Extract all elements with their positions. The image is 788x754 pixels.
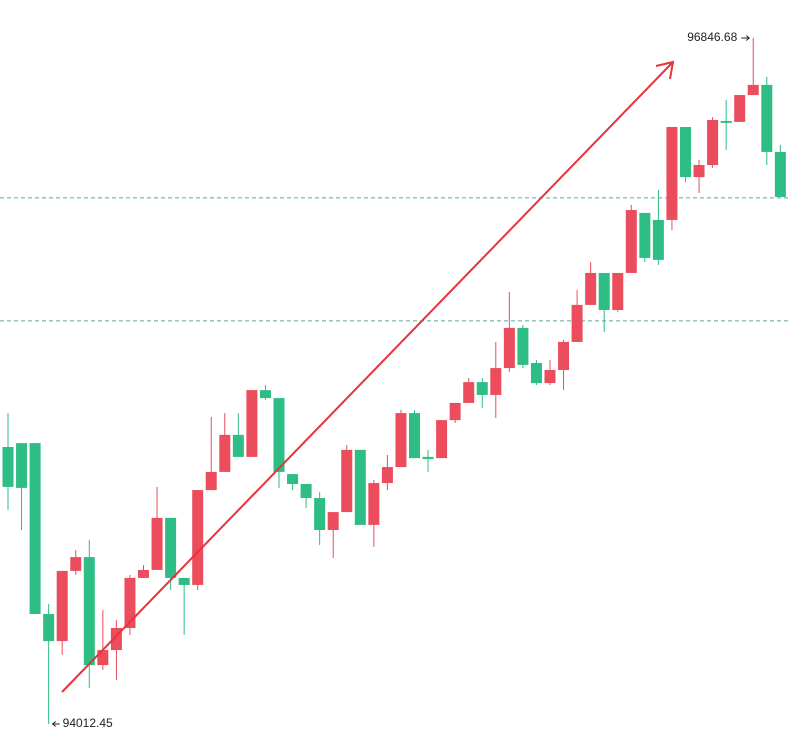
min-pointer-head	[51, 721, 56, 727]
candle-body	[138, 569, 149, 578]
candle-body	[56, 570, 68, 642]
candle-body	[246, 390, 258, 457]
candle-body	[707, 119, 719, 166]
candle-body	[29, 443, 41, 614]
candle-body	[476, 382, 488, 395]
candle-body	[693, 165, 705, 178]
candle-body	[585, 272, 597, 305]
candle-body	[436, 420, 448, 459]
candle-body	[625, 210, 637, 273]
candle-body	[110, 628, 122, 651]
candles	[2, 38, 786, 724]
candle-body	[16, 443, 28, 488]
candle-body	[720, 120, 732, 123]
min-label: 94012.45	[63, 716, 113, 730]
candle-body	[734, 95, 746, 122]
candle-body	[558, 341, 570, 371]
candle-body	[409, 413, 420, 459]
candle-body	[517, 327, 529, 365]
candle-body	[598, 272, 610, 310]
candle-body	[544, 370, 556, 384]
candle-body	[314, 498, 326, 530]
candle-body	[151, 517, 163, 570]
candle-body	[612, 272, 624, 310]
candle-body	[97, 650, 109, 666]
candle-body	[192, 490, 204, 585]
candle-body	[259, 390, 271, 399]
candle-body	[165, 517, 177, 578]
candle-body	[43, 613, 55, 642]
candle-body	[503, 327, 515, 369]
candle-body	[761, 84, 773, 152]
candle-body	[287, 474, 299, 485]
candle-body	[327, 512, 339, 530]
candle-body	[273, 398, 285, 472]
candle-body	[70, 557, 82, 571]
candle-body	[639, 212, 651, 258]
candle-body	[490, 368, 502, 395]
candle-body	[178, 577, 190, 585]
trend-arrow	[61, 60, 675, 693]
candle-body	[205, 471, 217, 491]
candle-body	[680, 127, 691, 178]
candle-body	[422, 456, 434, 460]
labels: 96846.68 94012.45	[51, 30, 751, 730]
max-label: 96846.68	[687, 30, 737, 44]
candle-body	[300, 484, 312, 499]
max-pointer-head	[745, 35, 751, 41]
candle-body	[747, 84, 759, 96]
candle-body	[124, 577, 136, 629]
candle-body	[368, 483, 380, 525]
candle-body	[666, 127, 678, 220]
candle-body	[381, 467, 393, 484]
candle-body	[774, 151, 786, 197]
candle-body	[463, 382, 475, 403]
candle-body	[530, 362, 542, 384]
candle-body	[219, 434, 231, 472]
trend-line	[61, 62, 673, 693]
candle-body	[354, 449, 366, 525]
candle-body	[341, 449, 353, 513]
arrow-head	[655, 60, 675, 80]
candle-body	[571, 304, 583, 342]
candle-body	[232, 434, 244, 457]
candle-body	[449, 402, 461, 421]
candle-body	[83, 557, 95, 666]
candle-body	[2, 446, 14, 487]
candle-body	[395, 413, 407, 468]
reference-lines	[0, 197, 788, 322]
candle-body	[652, 219, 664, 260]
